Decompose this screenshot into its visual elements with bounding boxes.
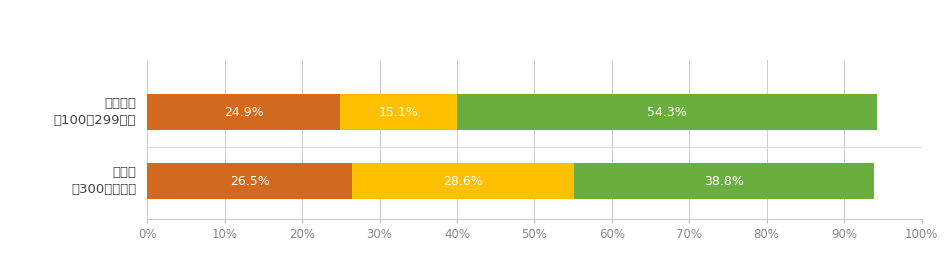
Bar bbox=[352, 163, 574, 199]
Text: 38.8%: 38.8% bbox=[704, 175, 744, 188]
Text: 54.3%: 54.3% bbox=[647, 105, 687, 119]
Bar bbox=[457, 94, 878, 130]
Text: 15.1%: 15.1% bbox=[379, 105, 418, 119]
Bar bbox=[340, 94, 457, 130]
Text: 28.6%: 28.6% bbox=[444, 175, 483, 188]
Bar bbox=[147, 163, 352, 199]
Bar bbox=[574, 163, 874, 199]
Text: 24.9%: 24.9% bbox=[224, 105, 263, 119]
Bar bbox=[147, 94, 340, 130]
Text: 26.5%: 26.5% bbox=[230, 175, 270, 188]
